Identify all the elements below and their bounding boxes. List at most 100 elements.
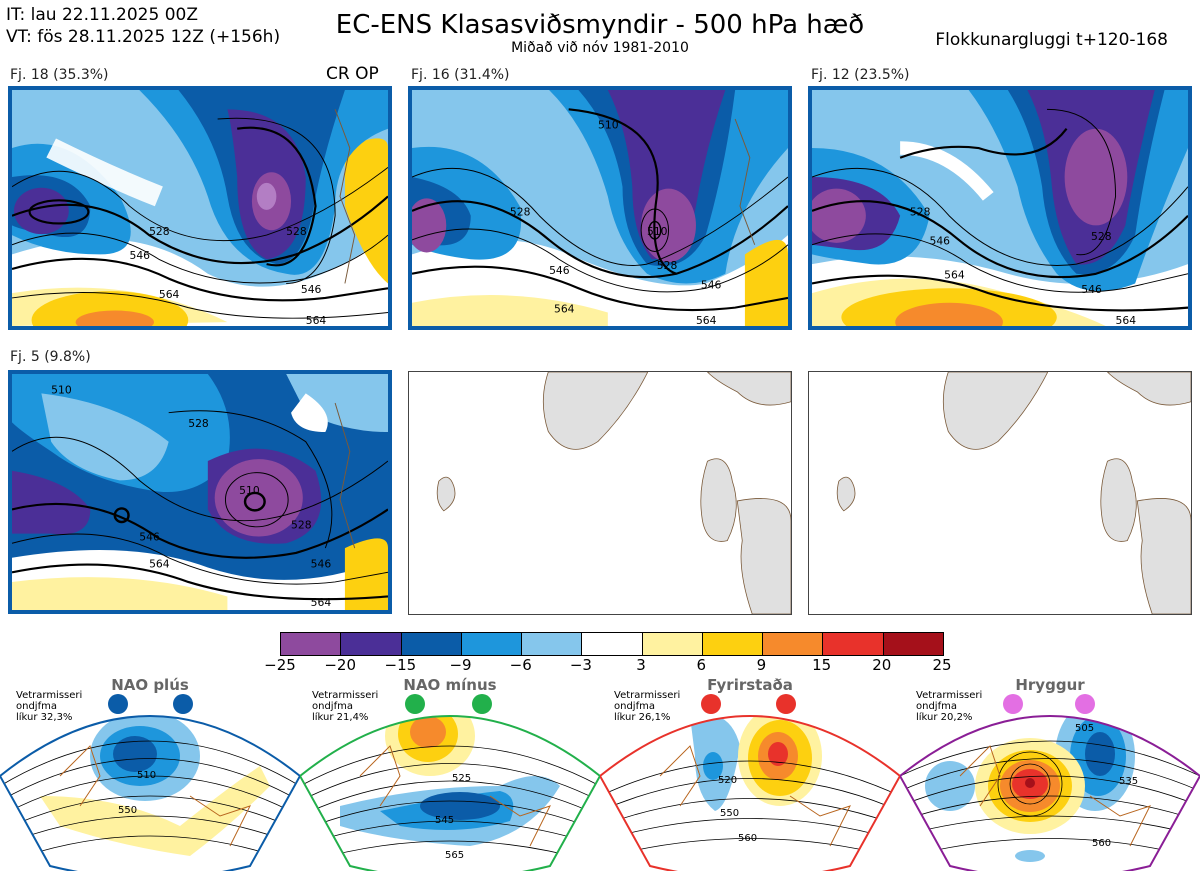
regime-map-nao-plus: 510 550 — [0, 694, 302, 875]
colorbar-tick-label: −9 — [449, 656, 472, 674]
empty-map-1 — [436, 372, 791, 614]
colorbar-tick-label: 20 — [872, 656, 892, 674]
regime-contour-label: 525 — [452, 773, 471, 784]
panel-label-2: Fj. 16 (31.4%) — [411, 67, 510, 83]
panel-label-3: Fj. 12 (23.5%) — [811, 67, 910, 83]
colorbar-tick-label: −25 — [264, 656, 296, 674]
colorbar-tick-label: 25 — [932, 656, 952, 674]
contour-label: 564 — [149, 558, 170, 571]
contour-label: 510 — [647, 225, 668, 238]
initial-time: IT: lau 22.11.2025 00Z — [6, 5, 198, 25]
regime-dot — [776, 694, 796, 714]
colorbar-tick-label: −6 — [509, 656, 532, 674]
regime-stat-line: ondjfma — [916, 701, 957, 712]
contour-label: 510 — [239, 484, 260, 497]
contour-label: 546 — [301, 283, 322, 296]
colorbar-segment — [702, 633, 764, 655]
panel-label-4: Fj. 5 (9.8%) — [10, 349, 91, 365]
contour-label: 528 — [291, 519, 312, 532]
regime-title: Hryggur — [1015, 676, 1085, 694]
cluster-map-18: 528 546 564 528 546 564 — [12, 90, 388, 326]
contour-label: 528 — [286, 225, 307, 238]
regime-stat-line: Vetrarmisseri — [16, 690, 83, 701]
contour-label: 546 — [130, 249, 151, 262]
contour-label: 564 — [554, 303, 575, 316]
cluster-panel-12[interactable]: 528 546 564 528 546 564 — [808, 86, 1192, 330]
contour-label: 528 — [1091, 230, 1112, 243]
regime-stat-line: Vetrarmisseri — [312, 690, 379, 701]
colorbar-segment — [763, 633, 824, 655]
contour-label: 546 — [549, 264, 570, 277]
empty-map-2 — [836, 372, 1191, 614]
colorbar-segment — [341, 633, 402, 655]
contour-label: 510 — [598, 119, 619, 132]
classification-window: Flokkunargluggi t+120-168 — [935, 30, 1168, 50]
cluster-map-12: 528 546 564 528 546 564 — [812, 90, 1188, 326]
cluster-panel-18[interactable]: 528 546 564 528 546 564 — [8, 86, 392, 330]
cluster-map-5: 510 528 546 564 510 528 546 564 — [12, 374, 388, 610]
regime-stats: Vetrarmisseri ondjfma líkur 20,2% — [916, 690, 982, 723]
regime-contour-label: 510 — [137, 770, 156, 781]
regime-map-blocking: 520 550 560 — [598, 694, 902, 875]
regime-stat-line: Vetrarmisseri — [614, 690, 681, 701]
regime-stat-line: ondjfma — [16, 701, 57, 712]
colorbar-segment — [401, 633, 462, 655]
colorbar-tick-label: −15 — [384, 656, 417, 674]
colorbar-segment — [582, 633, 643, 655]
page-subtitle: Miðað við nóv 1981-2010 — [511, 40, 689, 56]
regime-probability: líkur 20,2% — [916, 712, 973, 723]
colorbar-segment — [883, 633, 943, 655]
regime-nao-minus[interactable]: 525 545 565 NAO mínus Vetrarmisseri ondj… — [298, 676, 602, 875]
regime-dot — [108, 694, 128, 714]
header-left: IT: lau 22.11.2025 00Z VT: fös 28.11.202… — [6, 4, 280, 48]
colorbar-segment — [522, 633, 583, 655]
contour-label: 546 — [701, 278, 722, 291]
cluster-panel-5[interactable]: 510 528 546 564 510 528 546 564 — [8, 370, 392, 614]
regime-probability: líkur 32,3% — [16, 712, 73, 723]
regime-blocking[interactable]: 520 550 560 Fyrirstaða Vetrarmisseri ond… — [598, 676, 902, 875]
colorbar-tick-label: 9 — [756, 656, 767, 674]
control-run-label: CR OP — [326, 64, 379, 84]
contour-label: 564 — [1116, 314, 1137, 326]
regime-stats: Vetrarmisseri ondjfma líkur 32,3% — [16, 690, 82, 723]
regime-nao-plus[interactable]: 510 550 NAO plús Vetrarmisseri ondjfma l… — [0, 676, 302, 875]
contour-label: 546 — [1081, 283, 1102, 296]
regime-title: NAO plús — [111, 676, 189, 694]
regime-ridge[interactable]: 505 535 560 Hryggur Vetrarmisseri ondjfm… — [898, 676, 1200, 875]
regime-dot — [1075, 694, 1095, 714]
contour-label: 546 — [139, 530, 160, 543]
valid-time: VT: fös 28.11.2025 12Z (+156h) — [6, 27, 281, 47]
contour-label: 546 — [311, 558, 332, 571]
regime-contour-label: 550 — [118, 805, 137, 816]
regime-contour-label: 520 — [718, 775, 737, 786]
colorbar-labels: −25 −20 −15 −9 −6 −3 3 6 9 15 20 25 — [260, 656, 962, 676]
contour-label: 564 — [306, 314, 327, 326]
regime-contour-label: 535 — [1119, 776, 1138, 787]
empty-map-panel-2 — [808, 371, 1192, 615]
colorbar-tick-label: −3 — [569, 656, 592, 674]
regime-contour-label: 560 — [1092, 838, 1111, 849]
regime-contour-label: 560 — [738, 833, 757, 844]
regime-dot — [405, 694, 425, 714]
colorbar-segment — [281, 633, 342, 655]
contour-label: 564 — [159, 288, 180, 301]
colorbar-tick-label: 15 — [812, 656, 832, 674]
regime-probability: líkur 26,1% — [614, 712, 671, 723]
regime-probability: líkur 21,4% — [312, 712, 369, 723]
contour-label: 564 — [311, 596, 332, 609]
regime-stat-line: ondjfma — [312, 701, 353, 712]
contour-label: 528 — [188, 417, 209, 430]
colorbar-segment — [823, 633, 884, 655]
colorbar-tick-label: 6 — [696, 656, 707, 674]
cluster-map-16: 510 528 546 564 510 528 546 564 — [412, 90, 788, 326]
contour-label: 528 — [510, 206, 531, 219]
contour-label: 528 — [657, 259, 678, 272]
regime-stat-line: ondjfma — [614, 701, 655, 712]
contour-label: 546 — [930, 235, 951, 248]
regime-map-nao-minus: 525 545 565 — [298, 694, 602, 875]
regime-dot — [472, 694, 492, 714]
regime-stats: Vetrarmisseri ondjfma líkur 21,4% — [312, 690, 378, 723]
regime-contour-label: 545 — [435, 815, 454, 826]
cluster-panel-16[interactable]: 510 528 546 564 510 528 546 564 — [408, 86, 792, 330]
regime-stat-line: Vetrarmisseri — [916, 690, 983, 701]
